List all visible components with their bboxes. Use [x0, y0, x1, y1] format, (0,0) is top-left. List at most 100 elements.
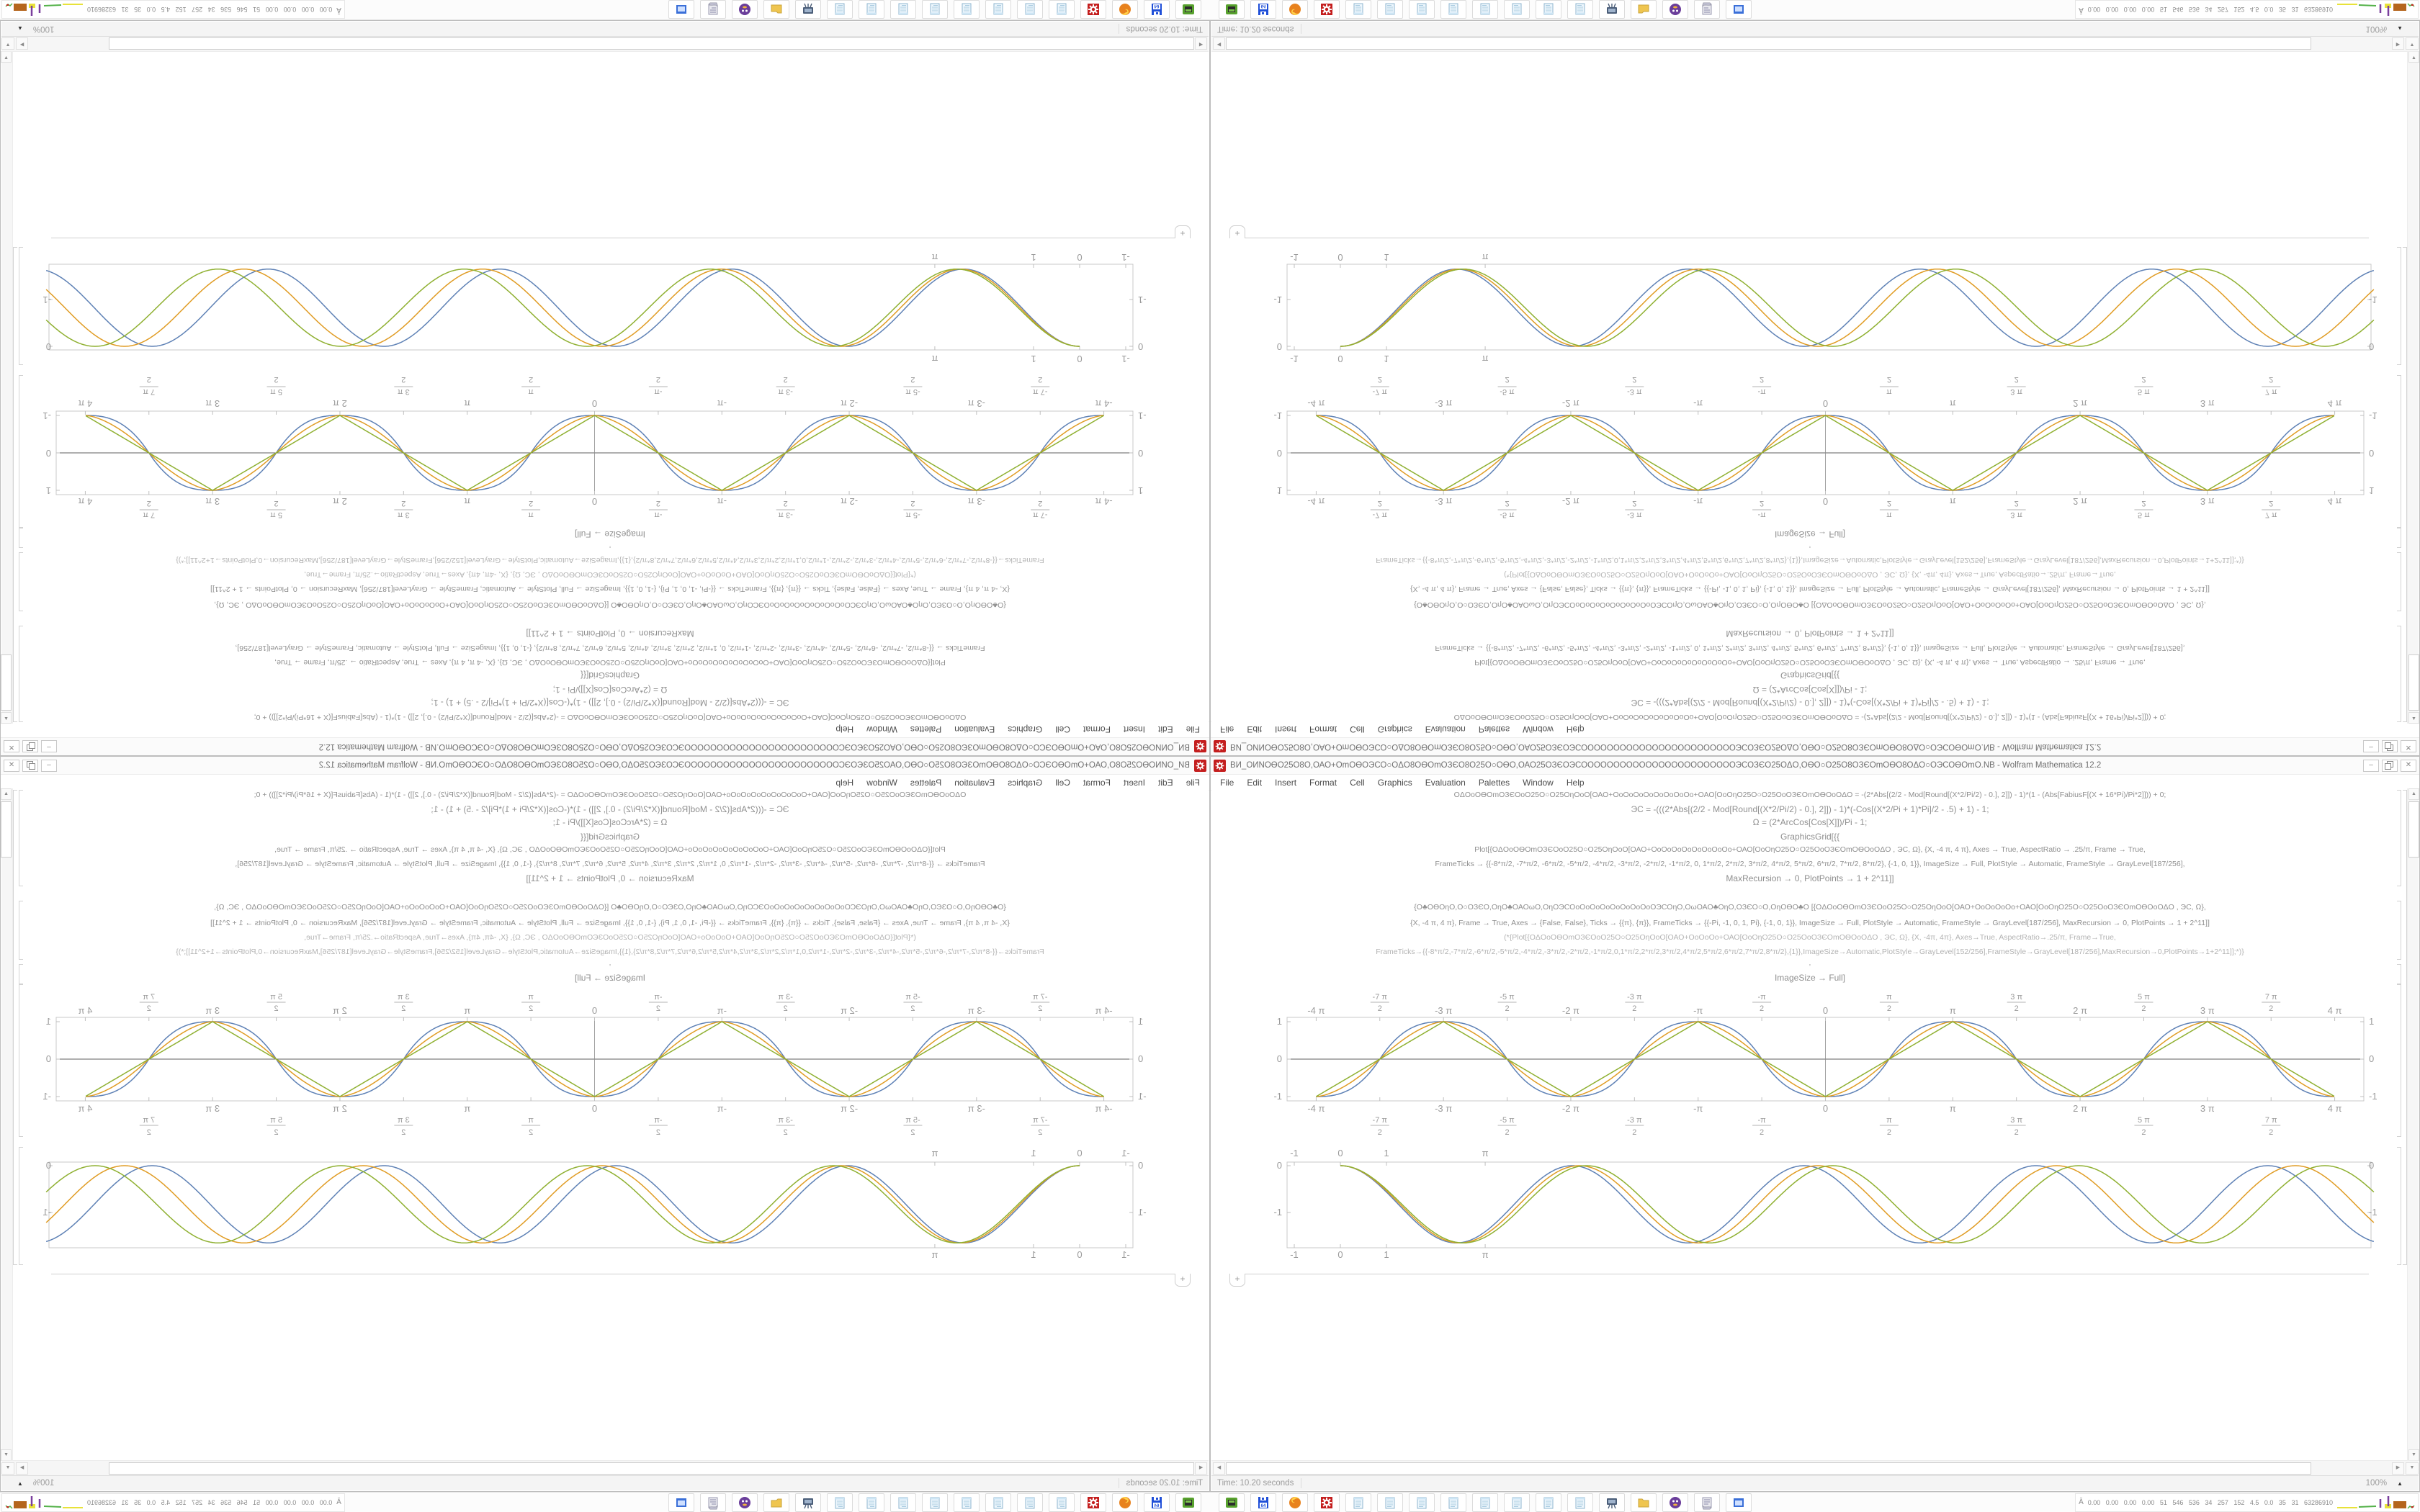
notebook-content[interactable]: -4 π -4 π -7 π 2 -7 π 2 -3 π -3 π -5 π 2 -5 π 2 -2 π… [12, 788, 1209, 1461]
code-line-4[interactable]: GraphicsGrid[{{ [580, 832, 640, 842]
code-line-13[interactable]: ImageSize → Full] [1774, 973, 1846, 983]
horizontal-scroll-thumb[interactable] [109, 1462, 1194, 1475]
menu-item-window[interactable]: Window [1523, 724, 1554, 735]
scroll-up-arrow-icon[interactable]: ▲ [2408, 788, 2419, 800]
taskbar-button-window-icon[interactable] [1726, 1493, 1752, 1512]
cell-insert-plus-tab[interactable]: + [1175, 225, 1191, 238]
code-line-9[interactable]: {X, -4 π, 4 π}, Frame → True, Axes → {Fa… [210, 919, 1010, 927]
scroll-down-arrow-icon[interactable]: ▼ [2408, 1449, 2419, 1461]
code-line-7[interactable]: MaxRecursion → 0, PlotPoints → 1 + 2^11]… [526, 873, 694, 883]
menu-item-palettes[interactable]: Palettes [1478, 724, 1510, 735]
window-titlebar[interactable]: ВИ_ОИNОѲО25О8О,ОАО+ОmОѲОЭСО○ОΔО8ОѲОmОЗЄО… [1, 737, 1209, 755]
code-line-3[interactable]: Ω = (2*ArcCos[Cos[X]])/Pi - 1; [1752, 817, 1868, 827]
taskbar-button-window-icon[interactable] [668, 0, 694, 19]
vertical-scroll-thumb[interactable] [2408, 654, 2419, 711]
menu-item-file[interactable]: File [1186, 724, 1200, 735]
taskbar-button-disk64-icon[interactable]: 64 [1144, 1493, 1170, 1512]
scroll-up-arrow-icon[interactable]: ▲ [1, 788, 12, 800]
taskbar-button-virtualbox-icon[interactable] [1219, 0, 1245, 19]
taskbar-button-notepad-icon[interactable] [1472, 0, 1498, 19]
vertical-scroll-thumb[interactable] [2408, 801, 2419, 858]
code-line-1[interactable]: ОΔОоОѲОmОЗЄОоО25О○О25ОηОоО[ОАО+ОоОоОоОоО… [254, 791, 967, 799]
taskbar-button-screenshot-icon[interactable] [1599, 0, 1625, 19]
menu-item-edit[interactable]: Edit [1157, 724, 1173, 735]
code-line-2[interactable]: ЭС = -(((2*Abs[(2/2 - Mod[Round[(X*2/Pi/… [1631, 804, 1989, 814]
vertical-scroll-thumb[interactable] [1, 654, 12, 711]
taskbar-button-firefox-icon[interactable] [1282, 0, 1308, 19]
menu-item-insert[interactable]: Insert [1123, 724, 1145, 735]
taskbar-button-notepad-icon[interactable] [859, 0, 884, 19]
menu-item-file[interactable]: File [1220, 724, 1234, 735]
taskbar-button-gimp-icon[interactable] [732, 1493, 758, 1512]
cell-bracket-output-1[interactable] [19, 375, 23, 528]
menu-item-window[interactable]: Window [1523, 777, 1554, 788]
taskbar-button-notepad-icon[interactable] [922, 0, 948, 19]
cell-bracket-input-2[interactable] [19, 901, 23, 960]
taskbar-button-mathematica-icon[interactable] [1080, 0, 1106, 19]
vertical-scrollbar[interactable]: ▲ ▼ [2407, 51, 2419, 724]
close-button[interactable]: ✕ [2401, 740, 2416, 753]
taskbar-button-script-icon[interactable] [1694, 1493, 1720, 1512]
magnification-value[interactable]: 100% [32, 1479, 55, 1488]
menu-item-format[interactable]: Format [1309, 777, 1337, 788]
taskbar-button-folder-icon[interactable] [763, 0, 789, 19]
cell-bracket-input-1[interactable] [2397, 626, 2401, 722]
code-line-7[interactable]: MaxRecursion → 0, PlotPoints → 1 + 2^11]… [1726, 629, 1894, 639]
cell-bracket-output-2[interactable] [2397, 247, 2401, 365]
minimize-button[interactable]: – [41, 759, 57, 772]
close-button[interactable]: ✕ [4, 759, 19, 772]
menu-item-insert[interactable]: Insert [1275, 777, 1297, 788]
horizontal-scrollbar[interactable]: ◀ ▶ ▼ [1, 1460, 1209, 1475]
taskbar-button-notepad-icon[interactable] [1409, 0, 1435, 19]
code-line-11[interactable]: FrameTicks→{{-8*π/2,-7*π/2,-6*π/2,-5*π/2… [176, 948, 1044, 956]
cell-bracket-input-1[interactable] [2397, 790, 2401, 886]
notebook-content[interactable]: -4 π -4 π -7 π 2 -7 π 2 -3 π -3 π -5 π 2 -5 π 2 -2 π… [12, 51, 1209, 724]
code-line-5[interactable]: Plot[{ОΔОоОѲОmОЗЄОоО25О○О25ОηОоО[ОАО+ОоО… [1474, 845, 2146, 854]
horizontal-scroll-thumb[interactable] [1226, 1462, 2311, 1475]
cell-bracket-output-1[interactable] [2397, 984, 2401, 1137]
scroll-right-arrow-icon[interactable]: ▶ [16, 37, 28, 50]
scroll-left-arrow-icon[interactable]: ◀ [1213, 37, 1225, 50]
cell-bracket-output-2[interactable] [19, 247, 23, 365]
restore-button[interactable] [22, 740, 38, 753]
code-line-13[interactable]: ImageSize → Full] [574, 973, 646, 983]
taskbar-button-mathematica-icon[interactable] [1080, 1493, 1106, 1512]
scroll-up-arrow-icon[interactable]: ▲ [2408, 712, 2419, 724]
scroll-left-arrow-icon[interactable]: ◀ [1195, 1462, 1207, 1475]
scroll-corner-down-icon[interactable]: ▼ [1, 37, 14, 50]
minimize-button[interactable]: – [2363, 740, 2379, 753]
taskbar-button-notepad-icon[interactable] [985, 0, 1011, 19]
taskbar-button-virtualbox-icon[interactable] [1219, 1493, 1245, 1512]
scroll-corner-down-icon[interactable]: ▼ [1, 1462, 14, 1475]
code-line-8[interactable]: {О♣ОѲОηО,О○ОЗЄО,ОηО♣ОАОωО,ОηОЭСОоОоОоОоО… [214, 600, 1006, 609]
code-line-6[interactable]: FrameTicks → {{-8*π/2, -7*π/2, -6*π/2, -… [235, 644, 985, 652]
cell-bracket-output-2[interactable] [19, 1147, 23, 1265]
horizontal-scroll-thumb[interactable] [1226, 37, 2311, 50]
restore-button[interactable] [2382, 740, 2398, 753]
menu-item-cell[interactable]: Cell [1350, 777, 1365, 788]
cell-bracket-output-2[interactable] [2397, 1147, 2401, 1265]
code-line-7[interactable]: MaxRecursion → 0, PlotPoints → 1 + 2^11]… [1726, 873, 1894, 883]
taskbar-button-script-icon[interactable] [700, 1493, 726, 1512]
menu-item-help[interactable]: Help [1566, 724, 1585, 735]
menu-item-evaluation[interactable]: Evaluation [1425, 724, 1466, 735]
code-line-6[interactable]: FrameTicks → {{-8*π/2, -7*π/2, -6*π/2, -… [235, 860, 985, 868]
menu-item-help[interactable]: Help [1566, 777, 1585, 788]
taskbar-button-notepad-icon[interactable] [1440, 0, 1466, 19]
notebook-content[interactable]: -4 π -4 π -7 π 2 -7 π 2 -3 π -3 π -5 π 2 -5 π 2 -2 π… [1211, 788, 2408, 1461]
menu-item-file[interactable]: File [1220, 777, 1234, 788]
cell-bracket-input-1[interactable] [19, 626, 23, 722]
cell-bracket-input-2[interactable] [19, 552, 23, 611]
taskbar-button-disk64-icon[interactable]: 64 [1250, 1493, 1276, 1512]
cell-insert-plus-tab[interactable]: + [1175, 1274, 1191, 1287]
code-line-3[interactable]: Ω = (2*ArcCos[Cos[X]])/Pi - 1; [1752, 685, 1868, 695]
taskbar-button-script-icon[interactable] [700, 0, 726, 19]
taskbar-button-gimp-icon[interactable] [1662, 1493, 1688, 1512]
menu-item-window[interactable]: Window [866, 724, 897, 735]
taskbar-button-script-icon[interactable] [1694, 0, 1720, 19]
code-line-10[interactable]: (*{Plot[{ОΔОоОѲОmОЗЄОоО25О○О25ОηОоО[ОАО+… [304, 933, 916, 942]
window-titlebar[interactable]: ВИ_ОИNОѲО25О8О,ОАО+ОmОѲОЭСО○ОΔО8ОѲОmОЗЄО… [1211, 757, 2419, 775]
code-line-5[interactable]: Plot[{ОΔОоОѲОmОЗЄОоО25О○О25ОηОоО[ОАО+ОоО… [274, 658, 946, 667]
taskbar-button-screenshot-icon[interactable] [795, 0, 821, 19]
taskbar-button-notepad-icon[interactable] [1567, 0, 1593, 19]
